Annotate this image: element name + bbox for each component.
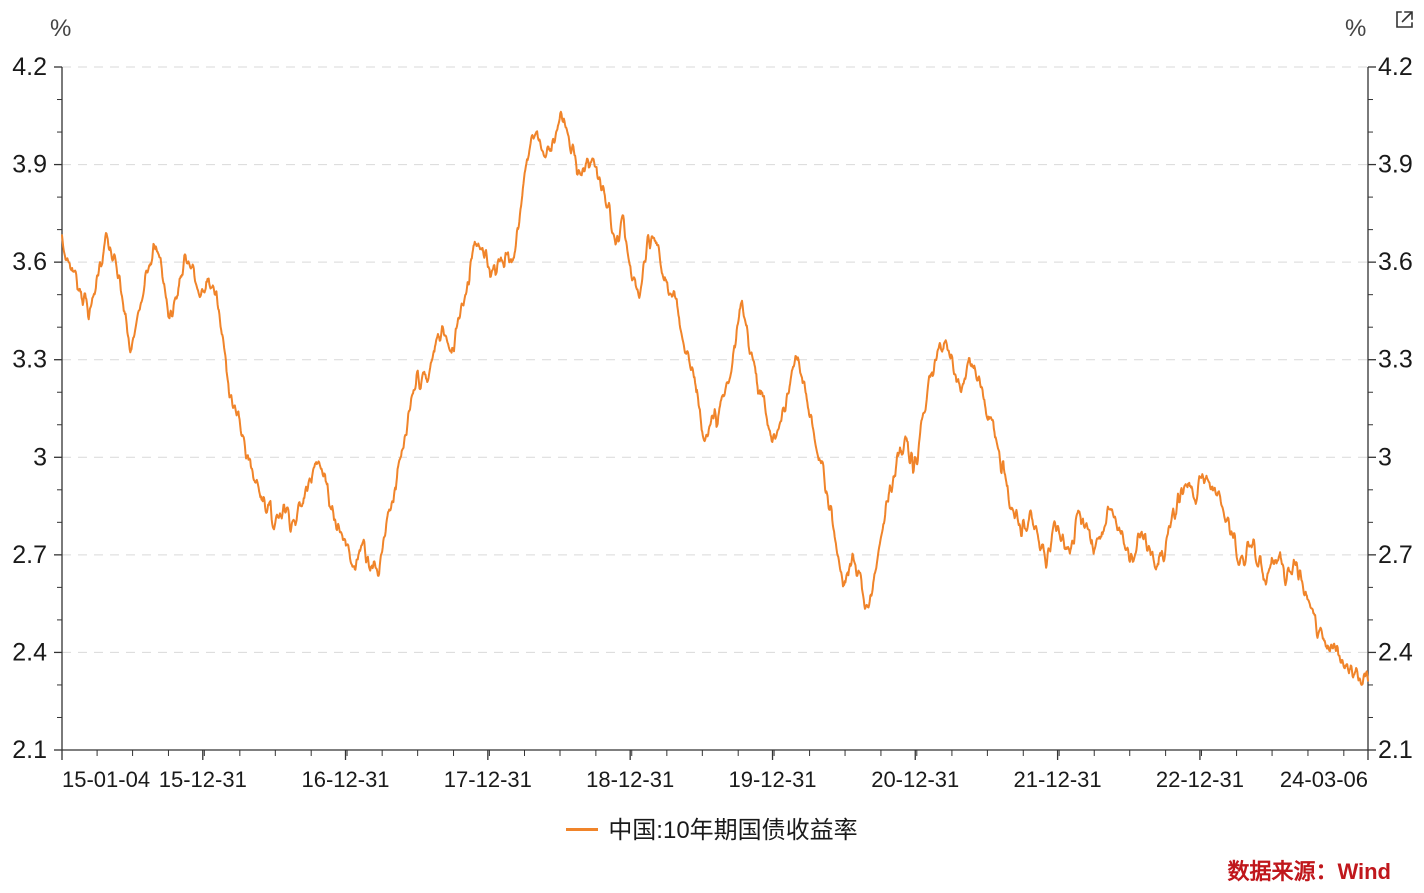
svg-text:3.3: 3.3 (12, 346, 47, 374)
svg-text:22-12-31: 22-12-31 (1156, 767, 1244, 792)
svg-text:3.6: 3.6 (1378, 248, 1413, 276)
svg-text:2.1: 2.1 (1378, 736, 1413, 764)
svg-text:2.1: 2.1 (12, 736, 47, 764)
svg-text:16-12-31: 16-12-31 (301, 767, 389, 792)
svg-text:4.2: 4.2 (1378, 53, 1413, 81)
svg-text:15-12-31: 15-12-31 (159, 767, 247, 792)
svg-text:17-12-31: 17-12-31 (444, 767, 532, 792)
svg-text:24-03-06: 24-03-06 (1280, 767, 1368, 792)
svg-text:19-12-31: 19-12-31 (728, 767, 816, 792)
svg-text:2.7: 2.7 (12, 541, 47, 569)
svg-text:3.3: 3.3 (1378, 346, 1413, 374)
svg-text:20-12-31: 20-12-31 (871, 767, 959, 792)
svg-text:2.4: 2.4 (1378, 638, 1413, 666)
svg-text:2.4: 2.4 (12, 638, 47, 666)
svg-text:3.9: 3.9 (12, 151, 47, 179)
svg-text:15-01-04: 15-01-04 (62, 767, 150, 792)
svg-text:3.9: 3.9 (1378, 151, 1413, 179)
svg-text:18-12-31: 18-12-31 (586, 767, 674, 792)
svg-text:3: 3 (1378, 443, 1392, 471)
svg-text:3: 3 (33, 443, 47, 471)
svg-text:2.7: 2.7 (1378, 541, 1413, 569)
svg-text:3.6: 3.6 (12, 248, 47, 276)
svg-text:4.2: 4.2 (12, 53, 47, 81)
svg-text:21-12-31: 21-12-31 (1014, 767, 1102, 792)
